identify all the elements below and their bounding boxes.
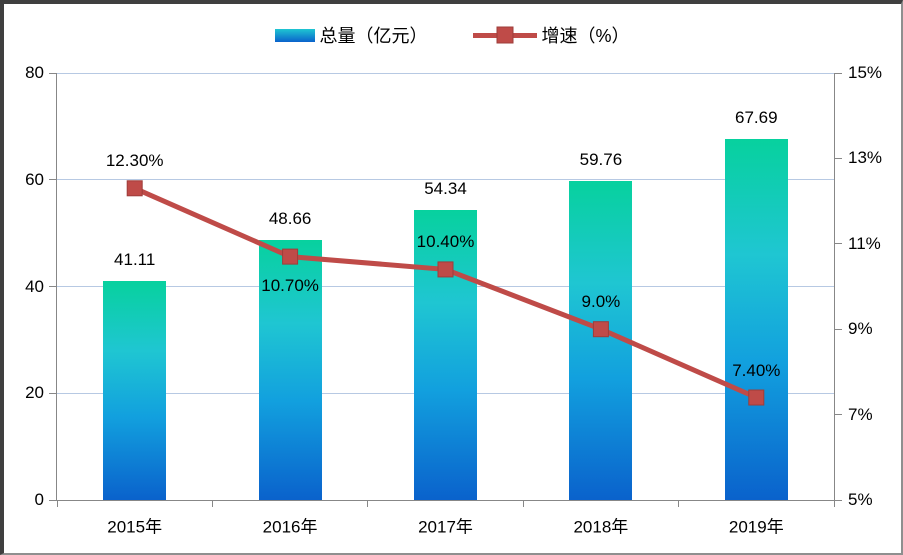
bar-value-label: 48.66 — [268, 209, 312, 229]
bar-2019年 — [724, 138, 788, 500]
left-axis-tick — [49, 179, 57, 181]
line-marker-2018年 — [592, 321, 609, 338]
line-marker-2016年 — [282, 248, 299, 265]
x-axis-tick — [56, 500, 58, 507]
legend-item-total: 总量（亿元） — [275, 22, 427, 48]
right-axis-tick — [834, 328, 842, 330]
right-axis-tick — [834, 243, 842, 245]
line-marker-2019年 — [748, 389, 765, 406]
legend-item-growth: 增速（%） — [473, 22, 630, 48]
legend-label-total: 总量（亿元） — [319, 26, 428, 46]
gridline — [57, 179, 834, 181]
right-axis-label: 9% — [848, 319, 873, 339]
right-axis-tick — [834, 72, 842, 74]
line-value-label: 10.70% — [261, 275, 319, 295]
right-axis-label: 13% — [848, 148, 883, 168]
x-axis-label-2015年: 2015年 — [107, 517, 163, 537]
x-axis-tick — [211, 500, 213, 507]
right-axis-label: 15% — [848, 63, 883, 82]
legend-label-growth: 增速（%） — [541, 26, 630, 46]
line-value-label: 10.40% — [416, 232, 475, 252]
left-axis-tick — [49, 286, 57, 287]
right-axis-label: 11% — [848, 233, 881, 253]
x-axis-label-2018年: 2018年 — [573, 517, 629, 537]
x-axis-label-2016年: 2016年 — [262, 517, 318, 537]
bar-value-label: 54.34 — [424, 178, 467, 198]
growth-line — [126, 180, 765, 406]
right-axis-tick — [834, 499, 842, 501]
bar-2017年 — [414, 209, 477, 500]
right-axis-tick — [834, 414, 842, 416]
x-axis-tick — [522, 500, 524, 507]
bar-2015年 — [103, 280, 167, 500]
left-axis-tick — [49, 392, 57, 394]
line-marker-2015年 — [126, 180, 143, 197]
left-axis-tick — [49, 499, 57, 501]
bar-value-label: 67.69 — [735, 107, 778, 127]
gridline — [57, 72, 834, 74]
right-axis-label: 7% — [848, 404, 873, 424]
line-marker-icon — [496, 26, 514, 44]
right-axis-label: 5% — [848, 490, 873, 509]
left-axis-label: 80 — [25, 63, 44, 82]
plot-area: 41.11 48.66 54.34 59.76 67.69 12.30% 10.70% 10.… — [25, 63, 882, 537]
line-value-label: 7.40% — [732, 360, 781, 380]
left-axis-label: 20 — [25, 383, 44, 403]
legend: 总量（亿元） 增速（%） — [4, 22, 901, 48]
left-axis-label: 60 — [25, 169, 44, 189]
bar-value-label: 41.11 — [114, 249, 156, 269]
bar-value-label: 59.76 — [579, 150, 623, 170]
left-axis-label: 0 — [34, 490, 44, 509]
x-axis-label-2019年: 2019年 — [728, 517, 784, 537]
left-axis-label: 40 — [25, 276, 44, 296]
line-marker-2017年 — [437, 261, 454, 278]
x-axis-tick — [833, 500, 835, 507]
line-value-label: 12.30% — [105, 151, 164, 171]
x-axis-label-2017年: 2017年 — [418, 517, 473, 537]
x-axis-tick — [367, 500, 369, 507]
line-value-label: 9.0% — [581, 292, 621, 312]
line-series-swatch-icon — [473, 26, 538, 44]
bar-series-swatch-icon — [275, 28, 316, 42]
left-axis-tick — [49, 72, 57, 74]
x-axis-tick — [678, 500, 680, 507]
right-axis-tick — [834, 157, 842, 159]
bar-2016年 — [258, 240, 322, 500]
